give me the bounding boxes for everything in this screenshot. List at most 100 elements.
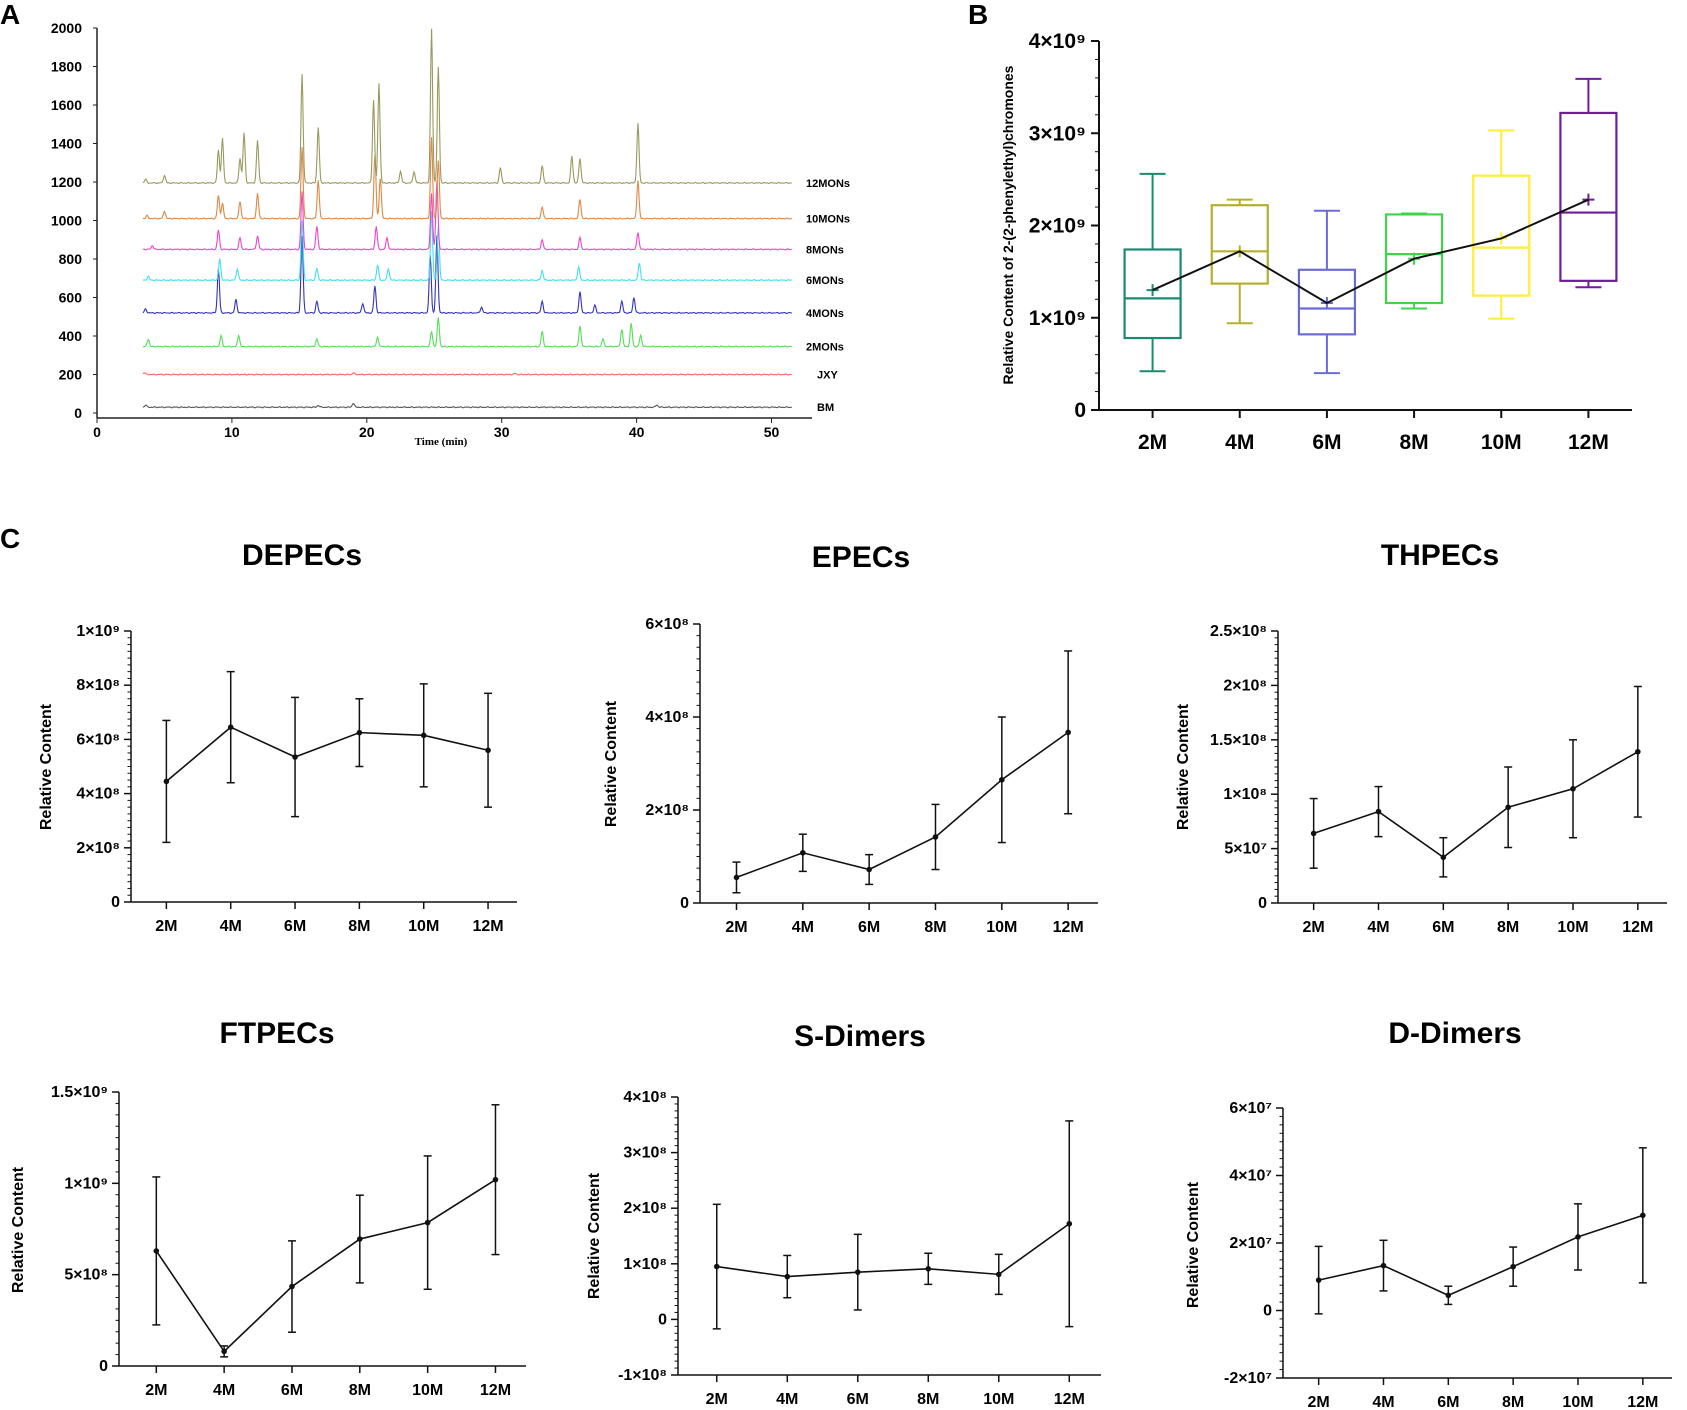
x-tick-label: 12M xyxy=(1054,1391,1085,1408)
x-tick-label: 30 xyxy=(494,424,510,440)
trace-label-8mons: 8MONs xyxy=(806,244,844,256)
y-tick-label: 1200 xyxy=(51,174,82,190)
x-tick-label: 12M xyxy=(480,1382,511,1399)
y-tick-label: 4×10⁸ xyxy=(623,1089,667,1106)
y-tick-label: -2×10⁷ xyxy=(1224,1370,1272,1387)
boxplot-panel: 0 1×10⁹ 2×10⁹ 3×10⁹ 4×10⁹ Relative Content of… xyxy=(1000,30,1632,454)
x-tick-label: 50 xyxy=(764,424,780,440)
series-line xyxy=(165,726,489,783)
y-tick-label: 4×10⁸ xyxy=(645,709,689,726)
y-tick-label: 4×10⁷ xyxy=(1229,1168,1272,1185)
x-tick-label: 4M xyxy=(776,1391,798,1408)
y-tick-label: 1×10⁸ xyxy=(1223,786,1267,803)
line-chart-depecs: DEPECs Relative Content 0 2×10⁸ 4×10⁸ 6×10⁸ 8×… xyxy=(38,539,517,935)
panel-letter-b: B xyxy=(968,0,988,30)
y-tick-label: 2×10⁸ xyxy=(76,840,120,857)
y-tick-label: 0 xyxy=(1258,895,1267,912)
y-tick-label: 4×10⁹ xyxy=(1029,30,1086,53)
x-tick-label: 4M xyxy=(1225,431,1254,454)
panel-letter-c: C xyxy=(0,523,20,554)
x-tick-label: 4M xyxy=(792,919,814,936)
x-tick-label: 10M xyxy=(1481,431,1522,454)
x-tick-label: 12M xyxy=(1053,919,1084,936)
box-10m xyxy=(1472,174,1531,297)
data-point-2m xyxy=(1310,830,1317,837)
x-tick-label: 12M xyxy=(472,918,503,935)
x-tick-label: 6M xyxy=(281,1382,303,1399)
x-tick-label: 8M xyxy=(349,1382,371,1399)
box-8m xyxy=(1384,213,1444,305)
trace-bm xyxy=(142,402,792,409)
x-tick-label: 40 xyxy=(629,424,645,440)
mean-marker xyxy=(1582,193,1595,206)
trace-label-2mons: 2MONs xyxy=(806,342,844,354)
y-tick-label: 1000 xyxy=(51,213,82,229)
x-tick-label: 10M xyxy=(1557,919,1588,936)
box-12m xyxy=(1559,111,1618,282)
y-tick-label: 0 xyxy=(1263,1303,1272,1320)
trace-12mons xyxy=(142,28,792,185)
x-tick-label: 6M xyxy=(858,919,880,936)
y-tick-label: 4×10⁸ xyxy=(76,786,120,803)
y-axis-title: Relative Content xyxy=(586,1172,603,1299)
series-line xyxy=(1318,1214,1644,1297)
x-tick-label: 8M xyxy=(1497,919,1519,936)
trace-label-10mons: 10MONs xyxy=(806,214,850,226)
y-tick-label: -1×10⁸ xyxy=(618,1367,667,1384)
y-tick-label: 2×10⁸ xyxy=(1223,677,1267,694)
y-tick-label: 0 xyxy=(99,1358,108,1375)
data-point-2m xyxy=(713,1263,720,1270)
y-tick-label: 0 xyxy=(680,895,689,912)
x-tick-label: 12M xyxy=(1568,431,1609,454)
chart-title: S-Dimers xyxy=(794,1020,926,1053)
y-axis-title: Relative Content xyxy=(1185,1181,1202,1308)
x-tick-label: 10 xyxy=(224,424,240,440)
y-tick-label: 2×10⁸ xyxy=(623,1200,667,1217)
data-point-2m xyxy=(1315,1277,1322,1283)
trace-2mons xyxy=(142,317,792,348)
y-tick-label: 1600 xyxy=(51,97,82,113)
trace-label-6mons: 6MONs xyxy=(806,275,844,287)
y-tick-label: 5×10⁷ xyxy=(1224,841,1267,858)
y-tick-label: 0 xyxy=(74,405,82,421)
y-tick-label: 2.5×10⁸ xyxy=(1210,623,1267,640)
y-tick-label: 3×10⁹ xyxy=(1029,122,1086,145)
x-tick-label: 6M xyxy=(284,918,306,935)
x-tick-label: 12M xyxy=(1627,1394,1658,1410)
box-2m xyxy=(1123,248,1182,340)
mean-marker xyxy=(1146,284,1159,297)
y-axis-title: Relative Content xyxy=(603,700,620,827)
x-tick-label: 10M xyxy=(983,1391,1014,1408)
box-4m xyxy=(1210,204,1269,285)
x-tick-label: 4M xyxy=(213,1382,235,1399)
box-6m xyxy=(1297,268,1357,336)
series-line xyxy=(716,1223,1070,1278)
x-tick-label: 2M xyxy=(155,918,177,935)
y-tick-label: 400 xyxy=(59,328,83,344)
x-tick-label: 6M xyxy=(1432,919,1454,936)
x-tick-label: 4M xyxy=(1367,919,1389,936)
x-tick-label: 6M xyxy=(1437,1394,1459,1410)
x-tick-label: 8M xyxy=(1399,431,1428,454)
line-chart-epecs: EPECs Relative Content 0 2×10⁸ 4×10⁸ 6×10⁸ 2M 4… xyxy=(603,541,1098,936)
y-axis-title: Relative Content of 2-(2-phenylethyl)chr… xyxy=(1000,65,1016,384)
line-chart-d-dimers: D-Dimers Relative Content -2×10⁷ 0 2×10⁷ 4×10… xyxy=(1185,1017,1672,1410)
x-tick-label: 2M xyxy=(1308,1394,1330,1410)
y-tick-label: 2×10⁹ xyxy=(1029,215,1086,238)
line-chart-thpecs: THPECs Relative Content 0 5×10⁷ 1×10⁸ 1.5×10⁸… xyxy=(1175,539,1667,936)
y-tick-label: 1800 xyxy=(51,59,82,75)
chart-title: EPECs xyxy=(812,541,910,574)
y-tick-label: 1×10⁹ xyxy=(64,1175,108,1192)
trace-label-12mons: 12MONs xyxy=(806,178,850,190)
x-tick-label: 2M xyxy=(145,1382,167,1399)
line-chart-ftpecs: FTPECs Relative Content 0 5×10⁸ 1×10⁹ 1.5×10⁹… xyxy=(10,1017,526,1399)
x-tick-label: 20 xyxy=(359,424,375,440)
y-tick-label: 600 xyxy=(59,290,83,306)
x-tick-label: 4M xyxy=(220,918,242,935)
x-tick-label: 2M xyxy=(725,919,747,936)
x-tick-label: 6M xyxy=(1312,431,1341,454)
x-tick-label: 12M xyxy=(1622,919,1653,936)
x-tick-label: 8M xyxy=(348,918,370,935)
x-tick-label: 10M xyxy=(408,918,439,935)
